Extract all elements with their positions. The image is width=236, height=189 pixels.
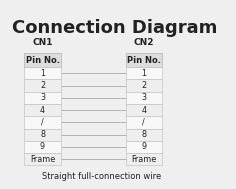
Bar	[126, 92, 162, 104]
Bar	[126, 67, 162, 79]
Text: 4: 4	[141, 106, 146, 115]
Text: Straight full-connection wire: Straight full-connection wire	[42, 172, 161, 181]
Text: 1: 1	[141, 69, 146, 78]
Text: Connection Diagram: Connection Diagram	[12, 19, 218, 37]
Text: 4: 4	[40, 106, 45, 115]
Bar	[126, 116, 162, 129]
Bar	[126, 141, 162, 153]
Bar	[24, 104, 61, 116]
Bar	[24, 129, 61, 141]
Text: CN2: CN2	[134, 38, 154, 47]
FancyBboxPatch shape	[0, 0, 205, 189]
Text: 2: 2	[40, 81, 45, 90]
Text: 9: 9	[40, 143, 45, 151]
Bar	[24, 53, 61, 67]
Bar	[126, 53, 162, 67]
Text: Pin No.: Pin No.	[25, 56, 59, 64]
Text: 8: 8	[40, 130, 45, 139]
Text: 3: 3	[141, 93, 146, 102]
Text: 8: 8	[141, 130, 146, 139]
Text: /: /	[143, 118, 145, 127]
Text: 9: 9	[141, 143, 146, 151]
Bar	[24, 67, 61, 79]
Bar	[126, 79, 162, 92]
Text: /: /	[41, 118, 44, 127]
Bar	[24, 153, 61, 165]
Bar	[24, 79, 61, 92]
Bar	[24, 141, 61, 153]
Text: Frame: Frame	[131, 155, 156, 164]
Bar	[126, 104, 162, 116]
Text: Pin No.: Pin No.	[127, 56, 161, 64]
Bar	[126, 129, 162, 141]
Bar	[24, 92, 61, 104]
Text: Frame: Frame	[30, 155, 55, 164]
Text: CN1: CN1	[32, 38, 53, 47]
Bar	[126, 153, 162, 165]
Text: 1: 1	[40, 69, 45, 78]
Text: 3: 3	[40, 93, 45, 102]
Bar	[24, 116, 61, 129]
Text: 2: 2	[141, 81, 146, 90]
